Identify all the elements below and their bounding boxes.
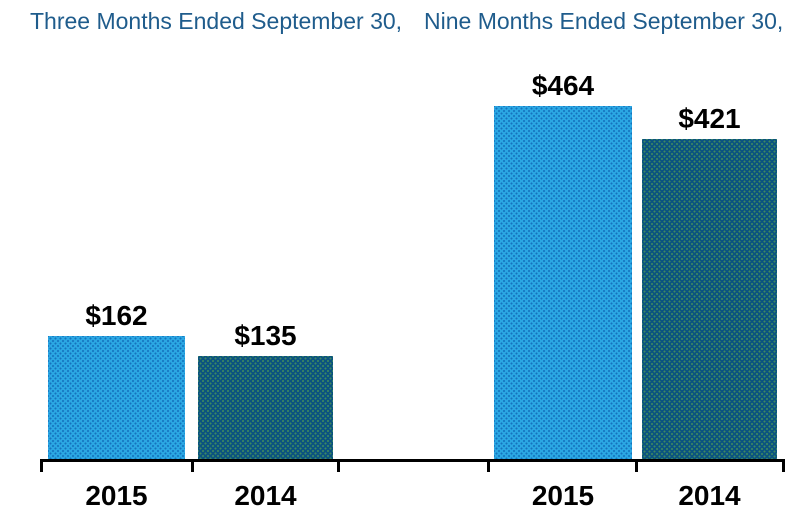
group-title-three-months: Three Months Ended September 30,: [30, 8, 403, 34]
bar-2015-group2: [494, 106, 632, 459]
x-axis-tick-2: [191, 459, 194, 472]
value-label-2014-group1: $135: [234, 320, 297, 351]
year-label-2014-group2: 2014: [678, 480, 741, 511]
x-axis-tick-4: [487, 459, 490, 472]
x-axis-tick-1: [40, 459, 43, 472]
value-label-2015-group2: $464: [531, 70, 595, 101]
bar-2015-group1: [48, 336, 185, 459]
group-title-nine-months: Nine Months Ended September 30,: [424, 8, 784, 34]
bar-2014-group1: [198, 356, 333, 459]
value-label-2015-group1: $162: [85, 300, 148, 331]
x-axis-tick-5: [635, 459, 638, 472]
x-axis-tick-3: [337, 459, 340, 472]
bar-2014-group2: [642, 139, 777, 459]
x-axis-line: [41, 459, 784, 462]
x-axis-tick-6: [782, 459, 785, 472]
year-label-2014-group1: 2014: [234, 480, 297, 511]
year-label-2015-group1: 2015: [85, 480, 148, 511]
value-label-2014-group2: $421: [678, 103, 741, 134]
year-label-2015-group2: 2015: [531, 480, 595, 511]
